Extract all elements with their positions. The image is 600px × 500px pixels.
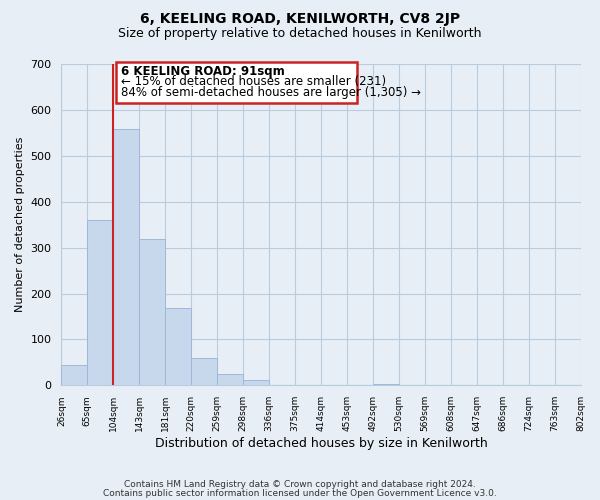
- Text: ← 15% of detached houses are smaller (231): ← 15% of detached houses are smaller (23…: [121, 76, 386, 88]
- Bar: [139, 240, 165, 386]
- FancyBboxPatch shape: [116, 62, 357, 103]
- Bar: [113, 129, 139, 386]
- Bar: [61, 364, 88, 386]
- Text: 6, KEELING ROAD, KENILWORTH, CV8 2JP: 6, KEELING ROAD, KENILWORTH, CV8 2JP: [140, 12, 460, 26]
- Bar: [217, 374, 243, 386]
- Bar: [165, 308, 191, 386]
- Text: 6 KEELING ROAD: 91sqm: 6 KEELING ROAD: 91sqm: [121, 66, 285, 78]
- Text: Contains public sector information licensed under the Open Government Licence v3: Contains public sector information licen…: [103, 489, 497, 498]
- Bar: [243, 380, 269, 386]
- Text: Contains HM Land Registry data © Crown copyright and database right 2024.: Contains HM Land Registry data © Crown c…: [124, 480, 476, 489]
- Bar: [88, 220, 113, 386]
- Bar: [373, 384, 399, 386]
- X-axis label: Distribution of detached houses by size in Kenilworth: Distribution of detached houses by size …: [155, 437, 487, 450]
- Bar: [191, 358, 217, 386]
- Text: 84% of semi-detached houses are larger (1,305) →: 84% of semi-detached houses are larger (…: [121, 86, 421, 98]
- Y-axis label: Number of detached properties: Number of detached properties: [15, 137, 25, 312]
- Text: Size of property relative to detached houses in Kenilworth: Size of property relative to detached ho…: [118, 28, 482, 40]
